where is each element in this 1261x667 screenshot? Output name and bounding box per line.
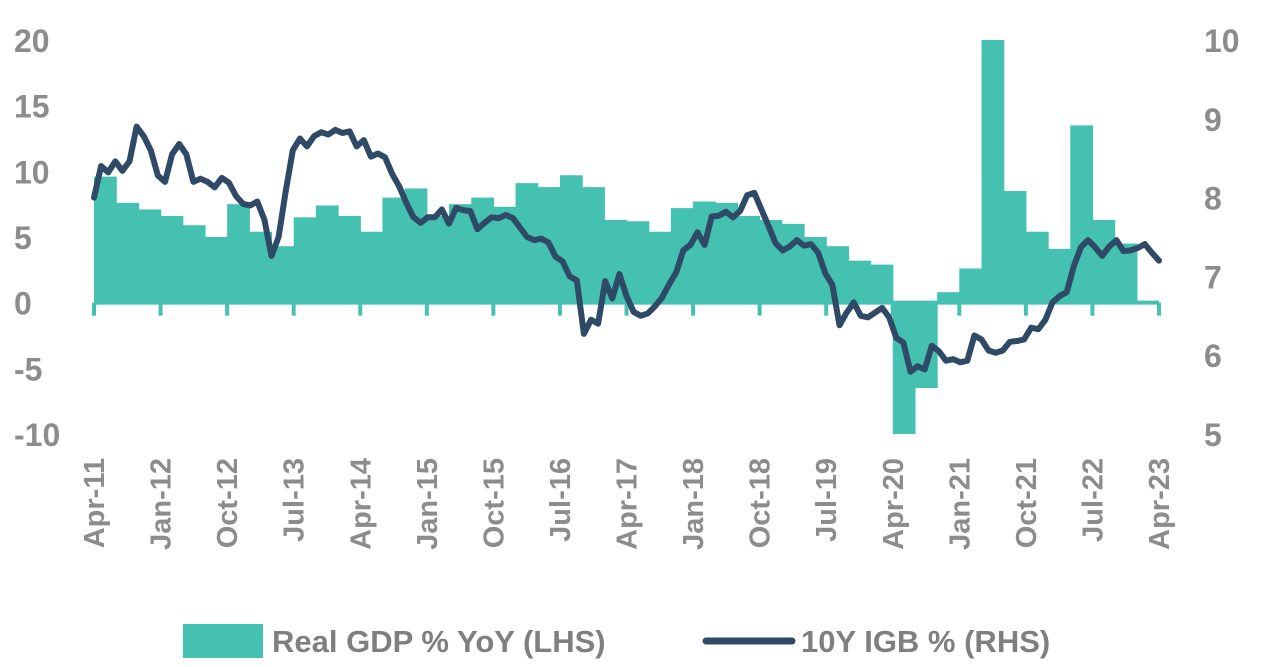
gdp-bar — [715, 202, 739, 303]
gdp-bar — [382, 197, 406, 303]
igb-line — [91, 123, 1162, 375]
gdp-bar — [1025, 231, 1049, 303]
igb-line-series — [91, 123, 1162, 375]
y-left-tick-label: 15 — [14, 89, 50, 125]
gdp-bar — [360, 231, 384, 303]
gdp-bar — [493, 206, 517, 303]
gdp-bar — [471, 197, 494, 303]
gdp-bar — [848, 260, 872, 303]
gdp-bar — [116, 202, 139, 303]
x-tick-label: Jul-16 — [545, 458, 577, 542]
x-axis-ticks — [92, 302, 1161, 316]
y-right-tick-label: 8 — [1204, 181, 1222, 217]
gdp-bar — [937, 292, 960, 303]
y-axis-left: 20 15 10 5 0 -5 -10 — [14, 23, 60, 453]
y-left-tick-label: -10 — [14, 417, 60, 453]
x-tick-label: Apr-14 — [345, 458, 377, 550]
gdp-bar — [160, 215, 184, 303]
gdp-bar — [271, 246, 295, 303]
x-axis-labels: Apr-11 Jan-12 Oct-12 Jul-13 Apr-14 Jan-15 Oct-… — [79, 458, 1176, 550]
gdp-bar — [626, 221, 650, 303]
gdp-bar — [204, 237, 228, 303]
y-left-tick-label: 10 — [14, 154, 50, 190]
y-right-tick-label: 10 — [1204, 23, 1240, 59]
x-tick-label: Apr-20 — [878, 458, 910, 550]
gdp-bar — [959, 268, 983, 303]
y-right-tick-label: 6 — [1204, 338, 1222, 374]
gdp-bar — [737, 215, 761, 303]
x-tick-label: Jul-19 — [811, 458, 843, 542]
gdp-bar — [182, 225, 206, 303]
gdp-bar — [1003, 191, 1027, 303]
gdp-bar — [426, 215, 450, 303]
x-tick-label: Apr-17 — [612, 458, 644, 550]
x-tick-label: Jan-12 — [146, 458, 178, 550]
y-right-tick-label: 5 — [1204, 417, 1222, 453]
x-tick-label: Apr-11 — [79, 458, 111, 548]
x-tick-label: Apr-23 — [1144, 458, 1176, 550]
x-tick-label: Jan-18 — [678, 458, 710, 550]
legend: Real GDP % YoY (LHS) 10Y IGB % (RHS) — [183, 624, 1050, 659]
gdp-bar — [826, 246, 849, 303]
gdp-bar — [249, 231, 273, 303]
y-right-tick-label: 9 — [1204, 102, 1222, 138]
gdp-bar — [227, 204, 250, 303]
y-axis-right: 10 9 8 7 6 5 — [1204, 23, 1240, 453]
y-left-tick-label: 20 — [14, 23, 50, 59]
x-tick-label: Oct-12 — [212, 458, 244, 548]
gdp-bar — [315, 205, 339, 303]
gdp-area-series — [94, 40, 1138, 434]
gdp-bar — [582, 187, 605, 303]
gdp-bar — [1114, 243, 1138, 303]
gdp-bar — [515, 183, 539, 303]
x-tick-label: Oct-21 — [1011, 458, 1043, 548]
gdp-bar — [449, 204, 472, 303]
gdp-bar — [94, 176, 117, 303]
gdp-bar — [338, 215, 361, 303]
gdp-bar — [1092, 219, 1116, 303]
gdp-bar — [138, 209, 162, 303]
x-tick-label: Jan-21 — [944, 458, 976, 550]
y-left-tick-label: -5 — [14, 351, 42, 387]
y-left-tick-label: 5 — [14, 220, 32, 256]
x-tick-label: Jul-13 — [279, 458, 311, 542]
x-tick-label: Jan-15 — [412, 458, 444, 550]
y-left-tick-label: 0 — [14, 286, 32, 322]
legend-label-igb: 10Y IGB % (RHS) — [801, 624, 1050, 659]
gdp-bar — [870, 264, 894, 303]
gdp-bar — [781, 223, 805, 303]
gdp-bar — [981, 40, 1005, 303]
legend-swatch-gdp — [183, 624, 263, 658]
gdp-bar — [293, 217, 317, 303]
x-tick-label: Oct-18 — [745, 458, 777, 548]
y-right-tick-label: 7 — [1204, 259, 1222, 295]
x-tick-label: Jul-22 — [1077, 458, 1109, 542]
x-tick-label: Oct-15 — [478, 458, 510, 548]
legend-label-gdp: Real GDP % YoY (LHS) — [272, 624, 606, 659]
